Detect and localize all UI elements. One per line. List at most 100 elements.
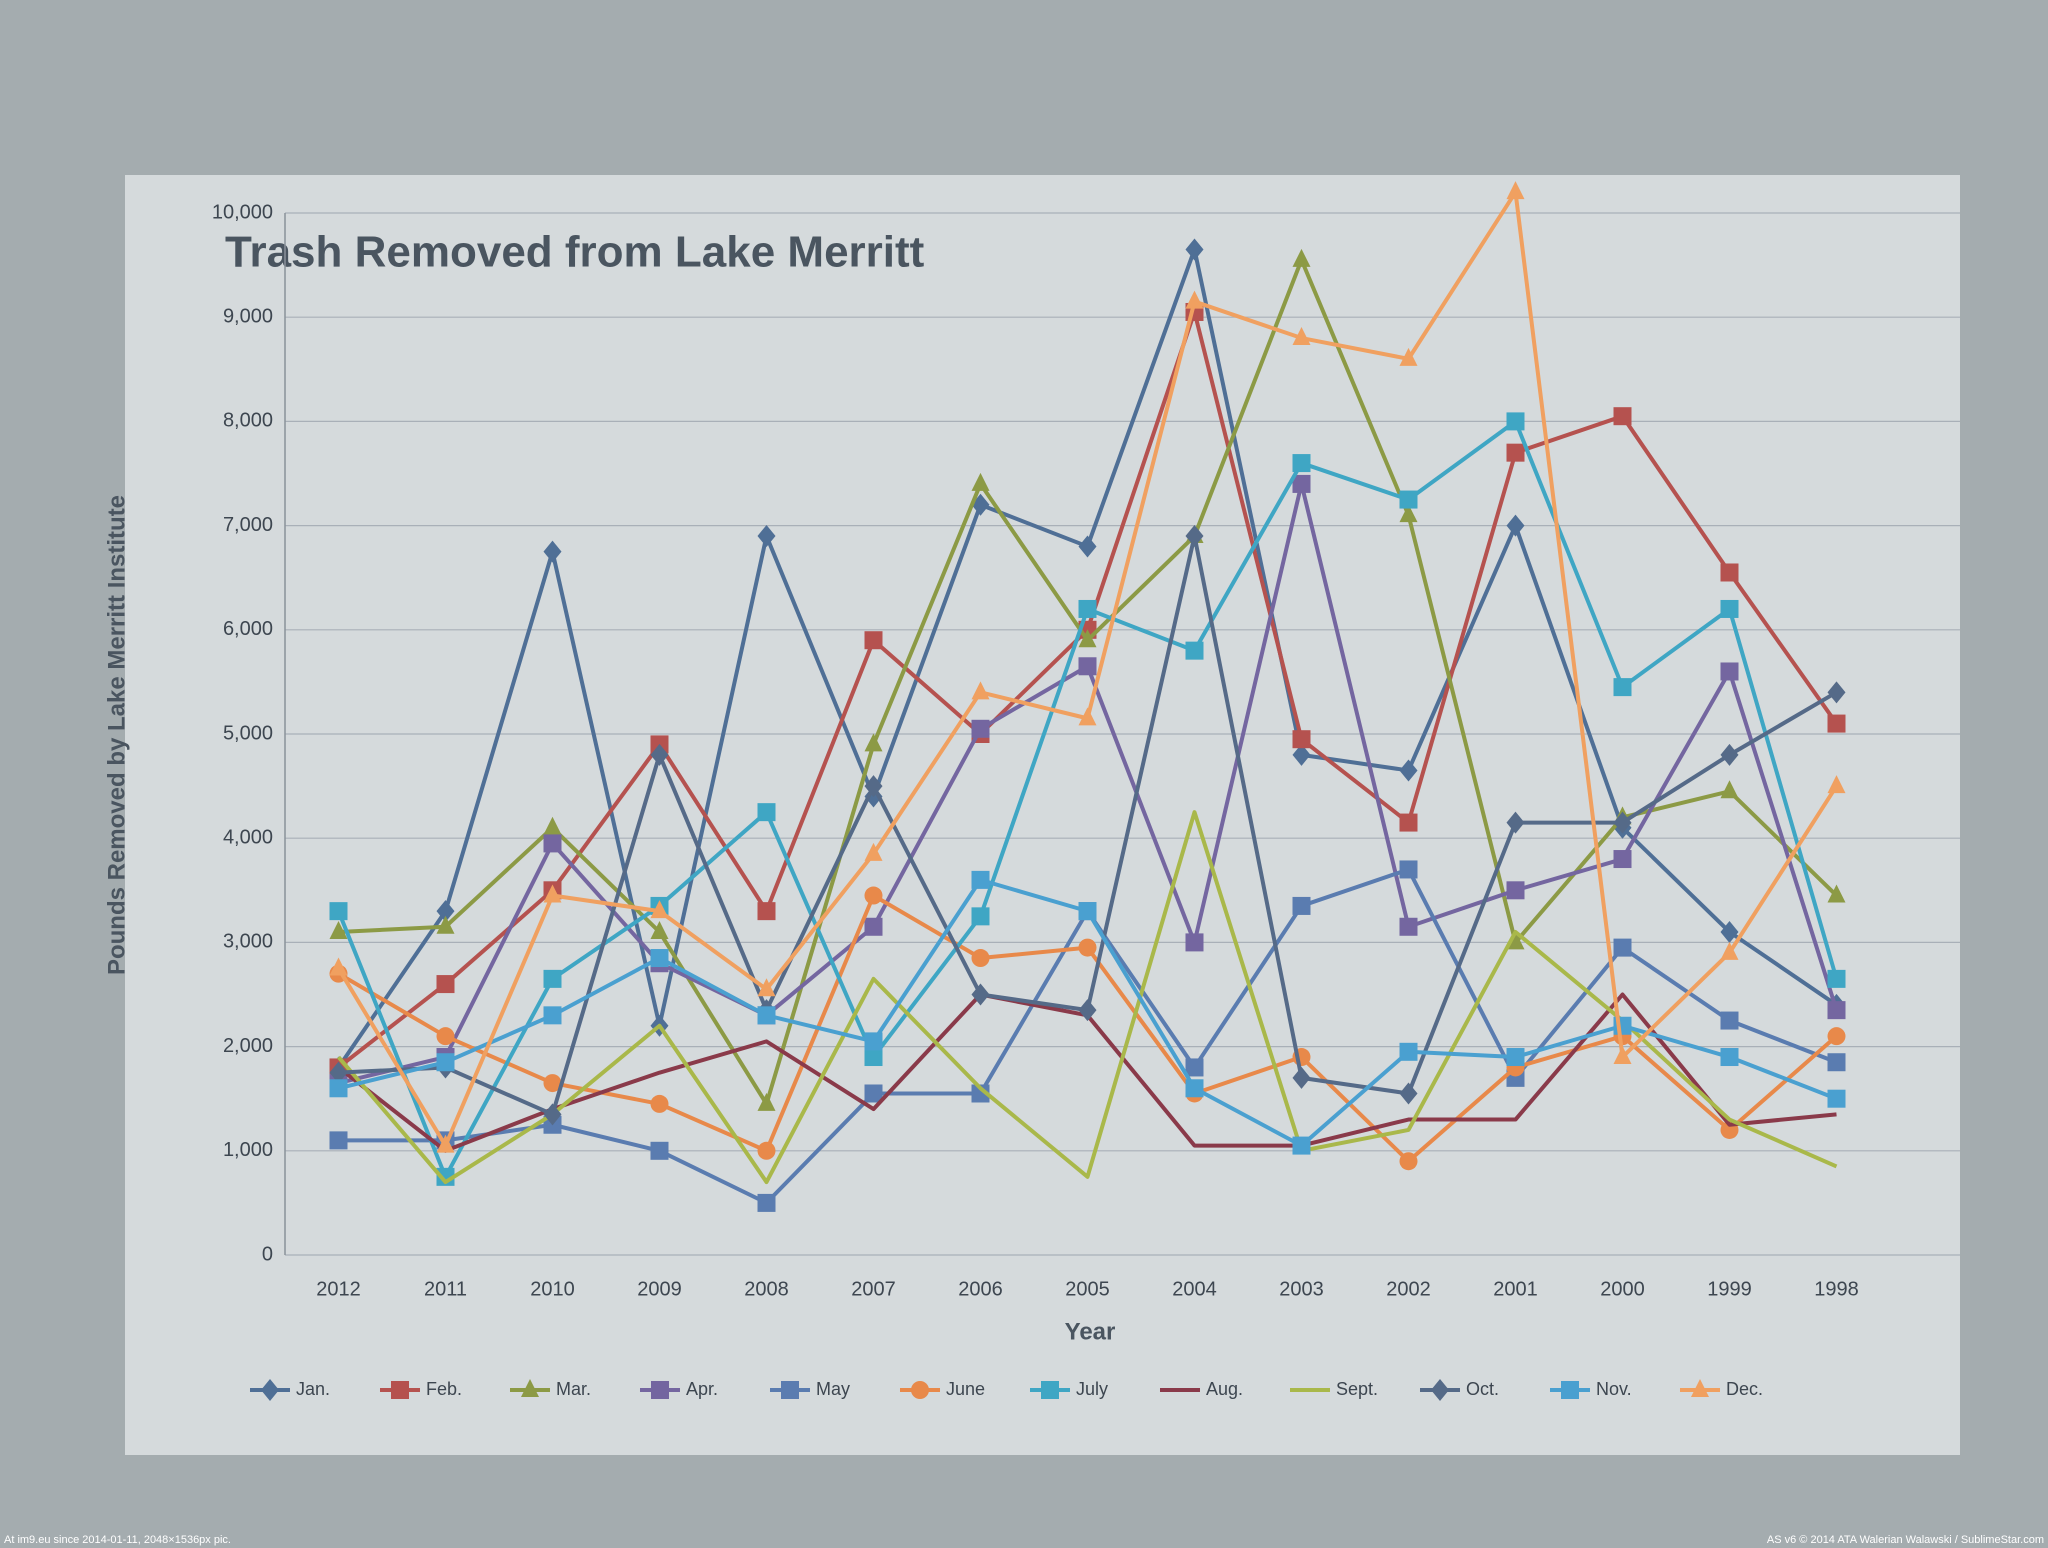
marker <box>971 472 990 491</box>
marker <box>1506 931 1525 950</box>
legend-label: Dec. <box>1726 1379 1763 1399</box>
marker <box>971 907 990 926</box>
marker <box>1292 1136 1311 1155</box>
x-tick-label: 2002 <box>1386 1278 1431 1300</box>
marker <box>329 920 348 939</box>
marker <box>1399 1152 1418 1171</box>
marker <box>1720 941 1739 960</box>
series-line <box>336 810 1838 1185</box>
marker <box>864 631 883 650</box>
marker <box>1399 917 1418 936</box>
marker <box>650 743 669 766</box>
legend-label: Nov. <box>1596 1379 1632 1399</box>
marker <box>757 525 776 548</box>
marker <box>757 803 776 822</box>
marker <box>1720 1048 1739 1067</box>
marker <box>1078 938 1097 957</box>
marker <box>436 1134 455 1153</box>
y-axis-label: Pounds Removed by Lake Merritt Institute <box>103 495 130 975</box>
marker <box>864 842 883 861</box>
x-tick-label: 2007 <box>851 1278 896 1300</box>
marker <box>1431 1379 1449 1401</box>
marker <box>864 775 883 798</box>
marker <box>1292 1066 1311 1089</box>
y-tick-label: 3,000 <box>223 931 273 953</box>
marker <box>1613 678 1632 697</box>
y-tick-label: 1,000 <box>223 1139 273 1161</box>
marker <box>757 1193 776 1212</box>
x-tick-label: 2001 <box>1493 1278 1538 1300</box>
marker <box>1399 490 1418 509</box>
marker <box>1078 599 1097 618</box>
marker <box>864 1048 883 1067</box>
marker <box>1185 238 1204 261</box>
marker <box>864 886 883 905</box>
marker <box>1078 707 1097 726</box>
marker <box>1506 514 1525 537</box>
marker <box>1691 1379 1709 1397</box>
marker <box>757 978 776 997</box>
marker <box>911 1381 929 1399</box>
marker <box>1078 902 1097 921</box>
marker <box>1720 780 1739 799</box>
marker <box>543 1103 562 1126</box>
marker <box>757 1006 776 1025</box>
marker <box>1827 1053 1846 1072</box>
marker <box>1827 884 1846 903</box>
marker <box>1827 714 1846 733</box>
marker <box>757 902 776 921</box>
watermark-left: At im9.eu since 2014-01-11, 2048×1536px … <box>4 1534 231 1546</box>
marker <box>1399 759 1418 782</box>
x-tick-label: 2006 <box>958 1278 1003 1300</box>
marker <box>971 949 990 968</box>
marker <box>1613 811 1632 834</box>
marker <box>1078 999 1097 1022</box>
marker <box>436 975 455 994</box>
marker <box>650 920 669 939</box>
marker <box>543 969 562 988</box>
y-tick-label: 6,000 <box>223 618 273 640</box>
marker <box>436 915 455 934</box>
x-tick-label: 2012 <box>316 1278 361 1300</box>
marker <box>1185 290 1204 309</box>
y-tick-label: 4,000 <box>223 826 273 848</box>
y-tick-label: 9,000 <box>223 305 273 327</box>
y-tick-label: 2,000 <box>223 1035 273 1057</box>
legend-label: Apr. <box>686 1379 718 1399</box>
marker <box>1078 629 1097 648</box>
x-tick-label: 2000 <box>1600 1278 1645 1300</box>
marker <box>1506 881 1525 900</box>
marker <box>757 1092 776 1111</box>
marker <box>650 1141 669 1160</box>
marker <box>757 1141 776 1160</box>
marker <box>1399 813 1418 832</box>
marker <box>1613 1046 1632 1065</box>
legend-label: May <box>816 1379 850 1399</box>
marker <box>543 1074 562 1093</box>
marker <box>1041 1381 1059 1399</box>
marker <box>1399 860 1418 879</box>
marker <box>543 1006 562 1025</box>
x-tick-label: 1998 <box>1814 1278 1859 1300</box>
marker <box>971 681 990 700</box>
marker <box>543 834 562 853</box>
marker <box>1827 775 1846 794</box>
marker <box>650 949 669 968</box>
marker <box>1078 657 1097 676</box>
marker <box>543 816 562 835</box>
marker <box>1292 896 1311 915</box>
marker <box>329 957 348 976</box>
marker <box>864 733 883 752</box>
marker <box>329 1131 348 1150</box>
marker <box>651 1381 669 1399</box>
marker <box>1827 681 1846 704</box>
marker <box>1720 662 1739 681</box>
marker <box>329 1079 348 1098</box>
marker <box>1506 181 1525 200</box>
marker <box>521 1379 539 1397</box>
marker <box>436 1027 455 1046</box>
x-tick-label: 2009 <box>637 1278 682 1300</box>
marker <box>1506 412 1525 431</box>
marker <box>971 870 990 889</box>
marker <box>1827 1027 1846 1046</box>
